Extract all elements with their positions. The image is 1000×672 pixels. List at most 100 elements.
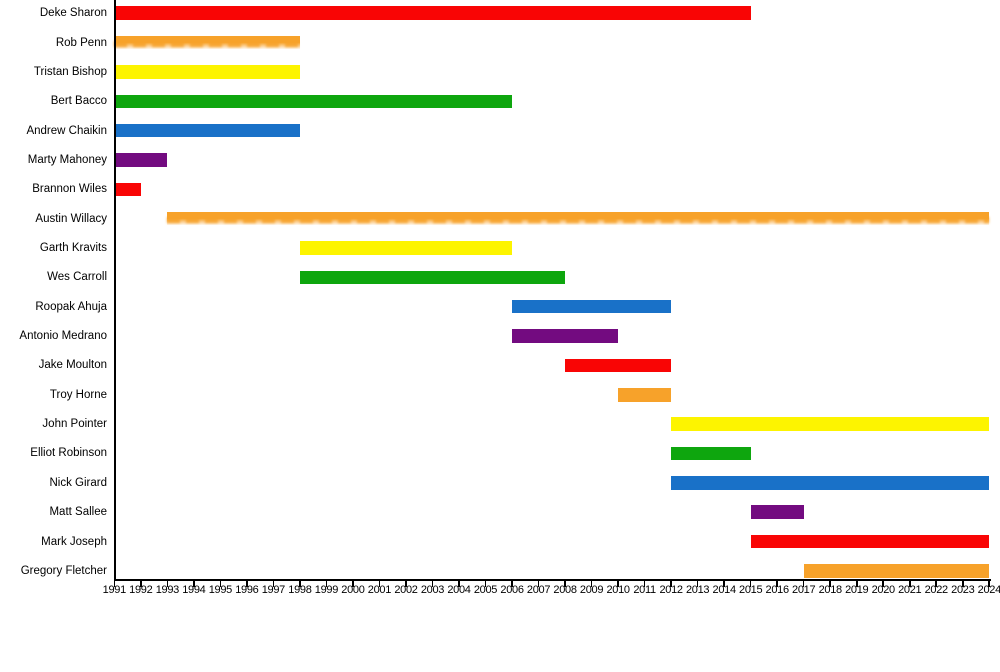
timeline-bar [114,6,751,20]
member-label: Matt Sallee [49,506,107,519]
x-axis-tick-label: 2006 [500,584,524,596]
x-axis-tick-label: 2008 [553,584,577,596]
x-axis-tick-label: 2012 [659,584,683,596]
timeline-bar [114,65,300,79]
x-axis-tick [935,581,938,587]
x-axis-tick [219,581,222,587]
x-axis-tick-label: 2002 [394,584,418,596]
timeline-bar [114,123,300,138]
member-label: Nick Girard [49,476,107,489]
timeline-bar [671,446,751,461]
x-axis-tick-label: 2009 [579,584,604,596]
timeline-bar [114,94,513,108]
x-axis-tick [325,581,328,587]
x-axis-tick-label: 2019 [845,584,869,596]
member-label: Marty Mahoney [27,153,107,166]
x-axis-tick-label: 2023 [951,584,975,596]
x-axis-tick-label: 1996 [235,584,259,596]
x-axis-tick [564,581,566,587]
x-axis-tick-label: 2020 [871,584,896,596]
x-axis-tick [988,581,991,587]
member-label: Andrew Chaikin [26,124,107,137]
member-label: Wes Carroll [47,271,107,284]
x-axis-tick-label: 2024 [977,584,1000,596]
member-label: Garth Kravits [39,242,107,254]
x-axis-tick [140,581,142,587]
x-axis-tick-label: 1997 [261,584,286,596]
x-axis-tick [776,581,778,587]
x-axis-tick [352,581,354,587]
timeline-bar [750,505,804,519]
x-axis-tick-label: 2022 [924,584,949,596]
member-label: Deke Sharon [39,7,107,20]
x-axis-tick [166,581,169,587]
x-axis-tick-label: 1993 [155,584,180,596]
x-axis-tick-label: 1992 [129,584,153,596]
timeline-bar [167,211,990,226]
timeline-bar [299,241,512,255]
timeline-bar [512,299,672,314]
x-axis-tick-label: 2001 [367,584,392,596]
timeline-bar [565,358,672,373]
member-label: Brannon Wiles [32,183,107,196]
x-axis-tick [378,581,381,587]
member-label: John Pointer [42,418,107,431]
x-axis-tick [246,581,248,587]
y-axis-line [114,0,116,580]
timeline-bar [671,417,990,431]
x-axis-tick-label: 1991 [102,584,127,596]
timeline-bar [512,329,619,343]
x-axis-tick-label: 2011 [633,584,656,596]
x-axis-tick [590,581,593,587]
timeline-bar [803,564,990,578]
member-label: Austin Willacy [35,212,107,225]
x-axis-tick [537,581,540,587]
timeline-bar [750,534,990,549]
x-axis-tick-label: 2016 [765,584,790,596]
x-axis-tick [723,581,725,587]
member-label: Gregory Fletcher [20,564,107,577]
x-axis-tick-label: 2007 [526,584,551,596]
timeline-bar [114,35,300,50]
x-axis-tick [961,581,964,587]
x-axis-tick-label: 2010 [606,584,630,596]
member-label: Jake Moulton [38,359,107,372]
x-axis-tick-label: 1999 [314,584,339,596]
x-axis-tick [643,581,646,587]
x-axis-line [114,579,991,581]
x-axis-tick [829,581,831,587]
x-axis-tick-label: 2018 [818,584,843,596]
x-axis-tick-label: 2003 [420,584,445,596]
x-axis-tick [617,581,619,587]
x-axis-tick [113,581,116,587]
x-axis-tick-label: 2015 [739,584,763,596]
x-axis-tick-label: 1995 [208,584,233,596]
x-axis-tick [405,581,407,587]
member-label: Roopak Ahuja [35,300,107,313]
timeline-bar [618,388,672,402]
x-axis-tick-label: 2021 [898,584,922,596]
x-axis-tick [855,581,858,587]
x-axis-tick [431,581,434,587]
x-axis-tick [458,581,460,587]
x-axis-tick-label: 2005 [473,584,498,596]
member-label: Antonio Medrano [19,330,107,343]
x-axis-tick [882,581,885,587]
timeline-bar [114,153,168,167]
x-axis-tick [299,581,301,587]
x-axis-tick-label: 1994 [182,584,206,596]
timeline-bar [299,270,566,285]
x-axis-tick-label: 2000 [341,584,365,596]
member-label: Bert Bacco [50,95,107,108]
x-axis-tick [272,581,275,587]
member-label: Troy Horne [49,388,107,401]
x-axis-tick [802,581,805,587]
x-axis-tick [670,581,672,587]
x-axis-tick [749,581,752,587]
member-label: Tristan Bishop [33,65,107,78]
x-axis-tick-label: 2013 [685,584,710,596]
x-axis-tick [193,581,195,587]
x-axis-tick-label: 2017 [792,584,816,596]
x-axis-tick [696,581,699,587]
